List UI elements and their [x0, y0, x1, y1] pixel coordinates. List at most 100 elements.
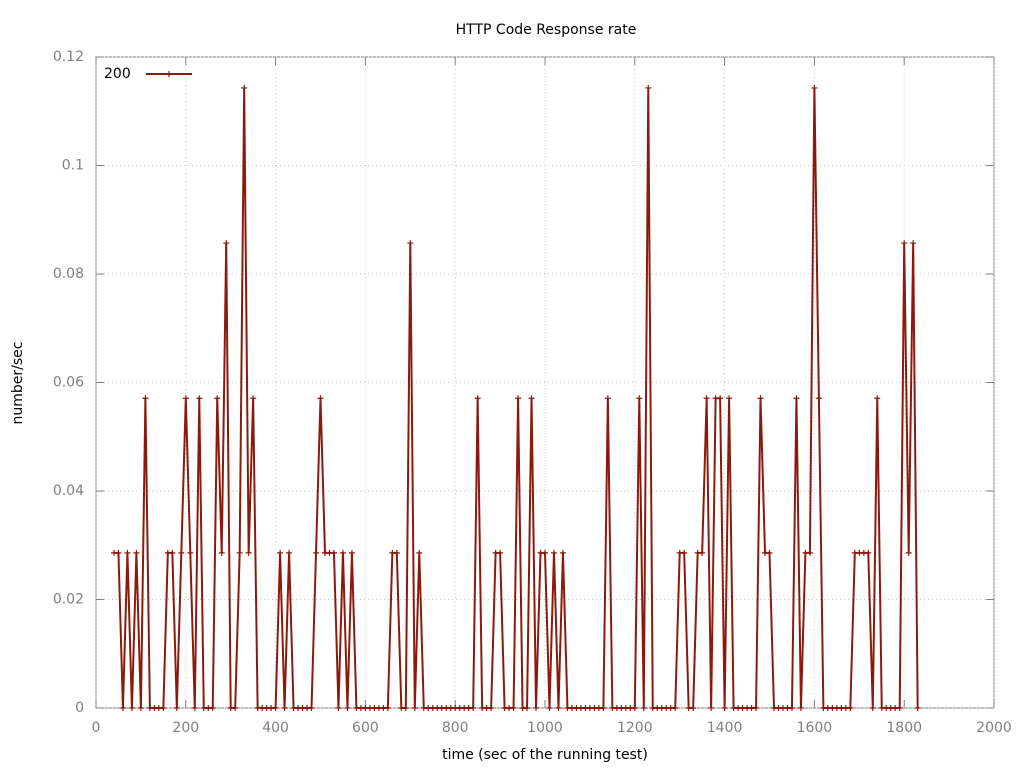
x-tick-label: 0 [92, 720, 101, 736]
y-axis-label: number/sec [10, 342, 26, 425]
point [757, 395, 764, 402]
point [640, 705, 647, 711]
point [546, 705, 553, 711]
point [910, 240, 917, 247]
legend-swatch [166, 71, 172, 77]
point [542, 549, 548, 556]
y-tick-label: 0.08 [53, 266, 84, 282]
point [160, 705, 167, 711]
point [474, 395, 481, 402]
point [721, 705, 728, 711]
point [847, 705, 854, 711]
point [488, 705, 495, 711]
point [524, 705, 531, 711]
point [699, 549, 706, 556]
chart-title: HTTP Code Response rate [456, 22, 637, 38]
x-tick-label: 600 [352, 720, 379, 736]
point [726, 395, 733, 402]
point [645, 84, 652, 91]
point [914, 705, 921, 711]
point [797, 705, 804, 711]
point [241, 84, 248, 91]
point [214, 395, 221, 402]
point [245, 549, 252, 556]
point [515, 395, 522, 402]
point [317, 395, 324, 402]
point [631, 705, 638, 711]
point [510, 705, 517, 711]
point [344, 705, 351, 711]
point [384, 705, 391, 711]
point [533, 705, 540, 711]
point [218, 549, 225, 556]
point [169, 549, 176, 556]
point [393, 549, 400, 556]
point [173, 705, 180, 711]
point [896, 705, 903, 711]
y-tick-label: 0.06 [53, 375, 84, 391]
point [559, 549, 566, 556]
point [335, 705, 342, 711]
point [497, 549, 504, 556]
point [717, 395, 724, 402]
y-tick-label: 0.12 [53, 49, 84, 65]
point [470, 705, 477, 711]
point [703, 395, 710, 402]
x-tick-label: 1000 [527, 720, 563, 736]
point [416, 549, 423, 556]
point [874, 395, 881, 402]
point [901, 240, 908, 247]
point [604, 395, 611, 402]
point [236, 549, 243, 556]
point [869, 705, 876, 711]
point [411, 705, 418, 711]
point [865, 549, 872, 556]
point [281, 705, 288, 711]
point [339, 549, 346, 556]
y-tick-label: 0.1 [62, 158, 84, 174]
point [600, 705, 607, 711]
x-tick-label: 1800 [886, 720, 922, 736]
point [402, 705, 409, 711]
x-tick-label: 2000 [976, 720, 1012, 736]
point [330, 549, 337, 556]
point [223, 240, 230, 247]
point [272, 705, 279, 711]
point [137, 705, 144, 711]
point [793, 395, 800, 402]
x-tick-label: 1200 [617, 720, 653, 736]
point [788, 705, 795, 711]
x-tick-label: 1600 [797, 720, 833, 736]
x-tick-label: 800 [442, 720, 469, 736]
point [209, 705, 216, 711]
point [815, 395, 822, 402]
point [753, 705, 760, 711]
y-tick-label: 0.02 [53, 592, 84, 608]
point [811, 84, 818, 91]
point [142, 395, 149, 402]
x-axis-label: time (sec of the running test) [442, 747, 648, 763]
x-tick-label: 200 [172, 720, 199, 736]
point [115, 549, 122, 556]
point [119, 705, 126, 711]
x-tick-label: 1400 [707, 720, 743, 736]
point [708, 705, 715, 711]
point [806, 549, 813, 556]
point [178, 549, 185, 556]
point [232, 705, 239, 711]
point [681, 549, 688, 556]
point [313, 549, 320, 556]
point [124, 549, 131, 556]
point [133, 549, 140, 556]
point [690, 705, 697, 711]
point [128, 705, 135, 711]
y-tick-label: 0.04 [53, 483, 84, 499]
point [348, 549, 355, 556]
point [672, 705, 679, 711]
point [555, 705, 562, 711]
point [286, 549, 293, 556]
point [407, 240, 414, 247]
point [196, 395, 203, 402]
point [250, 395, 257, 402]
